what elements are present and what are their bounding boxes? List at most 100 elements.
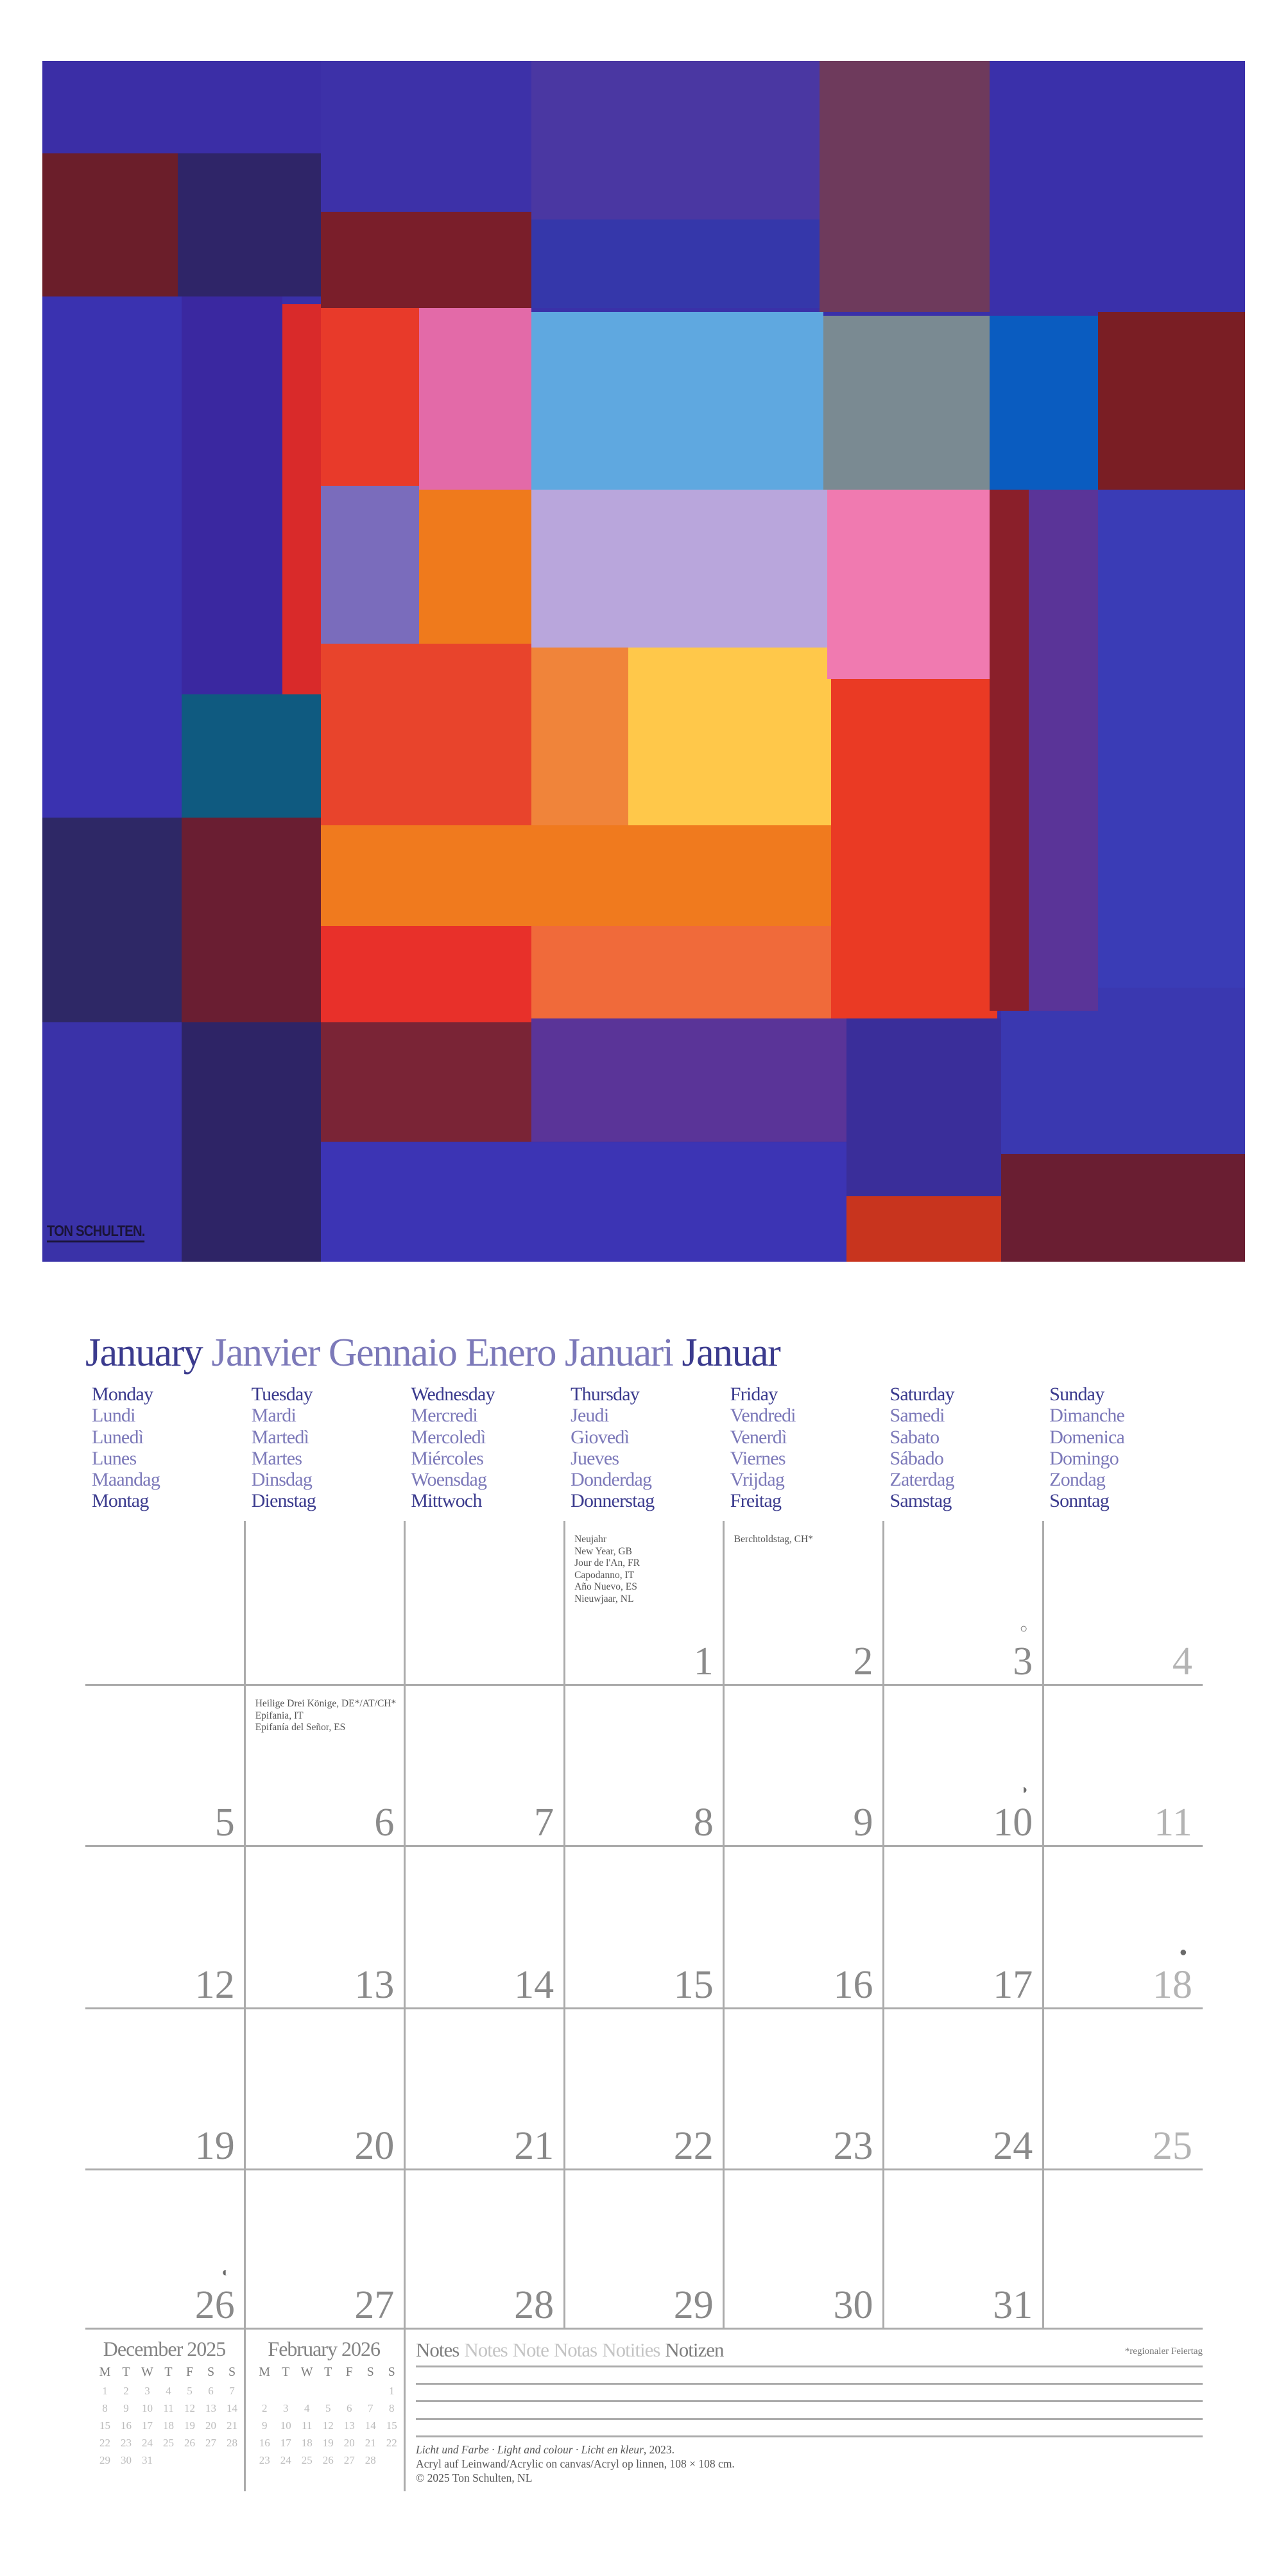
day-cell: ○ 3 <box>884 1521 1043 1684</box>
weekday-name: Domingo <box>1049 1447 1119 1469</box>
mini-date: 23 <box>121 2436 132 2449</box>
day-cell: 5 <box>85 1685 245 1845</box>
first-quarter-icon: ◑ <box>1020 1783 1028 1797</box>
mini-date: 4 <box>304 2401 310 2414</box>
weekday-name: Maandag <box>92 1469 160 1491</box>
weekday-name: Lunedì <box>92 1426 144 1448</box>
mini-date: 1 <box>102 2384 108 2397</box>
mini-calendar-week: 23 24 25 26 27 28 <box>254 2451 402 2469</box>
date-number: 29 <box>673 2283 714 2327</box>
weekday-name: Donnerstag <box>571 1490 655 1512</box>
mini-calendar: December 2025 M T W T F S S 1 2 3 4 5 6 7 8 9 10 11 12 13 14 1… <box>85 2336 243 2469</box>
paint-block <box>1001 987 1245 1154</box>
mini-date: 10 <box>280 2419 291 2432</box>
weekday-name: Dinsdag <box>251 1469 313 1491</box>
weekday-name: Zaterdag <box>889 1469 955 1491</box>
day-cell: Heilige Drei Könige, DE*/AT/CH* Epifania,… <box>245 1685 405 1845</box>
day-cell: 4 <box>1043 1521 1203 1684</box>
paint-block <box>1028 489 1098 1011</box>
holiday-name: Jour de l'An, FR <box>574 1558 640 1568</box>
holiday-name: Año Nuevo, ES <box>574 1581 637 1592</box>
notes-label: Notities <box>602 2339 660 2361</box>
weekday-initial: T <box>164 2364 173 2379</box>
weekday-initial: S <box>228 2364 236 2379</box>
date-number: 16 <box>833 1963 873 2007</box>
paint-block <box>320 925 531 1022</box>
grid-row-divider <box>85 1684 1203 1686</box>
weekday-name: Monday <box>92 1384 153 1405</box>
date-number: 8 <box>693 1801 714 1844</box>
mini-date: 13 <box>343 2419 355 2432</box>
day-cell: 21 <box>404 2009 564 2168</box>
mini-date: 2 <box>261 2401 268 2414</box>
date-number: 31 <box>993 2283 1033 2327</box>
day-cell: 19 <box>85 2009 245 2168</box>
holiday-list: Heilige Drei Könige, DE*/AT/CH* Epifania,… <box>255 1698 397 1734</box>
date-number: 30 <box>833 2283 873 2327</box>
grid-row-divider <box>85 2007 1203 2009</box>
paint-block <box>418 308 531 490</box>
grid-column-divider <box>723 1521 725 2328</box>
day-cell: ● 18 <box>1043 1846 1203 2007</box>
weekday-name: Dienstag <box>251 1490 316 1512</box>
paint-block <box>42 1022 182 1262</box>
paint-block <box>531 61 820 219</box>
paint-block <box>1098 312 1245 490</box>
day-cell: 25 <box>1043 2009 1203 2168</box>
mini-date <box>158 2451 179 2469</box>
date-number: 11 <box>1154 1801 1192 1844</box>
mini-date: 8 <box>388 2401 395 2414</box>
paint-block <box>42 153 178 296</box>
mini-date <box>200 2451 221 2469</box>
mini-date <box>318 2382 339 2400</box>
holiday-list: Neujahr New Year, GB Jour de l'An, FR Capod… <box>574 1534 640 1605</box>
date-number: 9 <box>853 1801 873 1844</box>
month-title: January Janvier Gennaio Enero Januari Januar <box>85 1330 789 1376</box>
day-cell: Neujahr New Year, GB Jour de l'An, FR Capod… <box>564 1521 724 1684</box>
mini-calendar-table: M T W T F S S 1 2 3 4 5 6 7 8 9 10 11 12 13 14 15 16 17 18 19 20 21… <box>94 2362 243 2469</box>
weekday-initial: W <box>300 2364 313 2379</box>
mini-date: 12 <box>322 2419 334 2432</box>
day-cell: 20 <box>245 2009 405 2168</box>
holiday-name: Neujahr <box>574 1534 607 1545</box>
mini-date: 4 <box>166 2384 171 2397</box>
date-number: 26 <box>194 2283 235 2327</box>
mini-date: 8 <box>102 2401 108 2414</box>
mini-date: 3 <box>144 2384 150 2397</box>
weekday-name: Sabato <box>889 1426 940 1448</box>
mini-calendar-week: 15 16 17 18 19 20 21 <box>94 2417 243 2434</box>
day-cell: 11 <box>1043 1685 1203 1845</box>
mini-date: 17 <box>142 2419 153 2432</box>
mini-date: 7 <box>367 2401 374 2414</box>
mini-date: 14 <box>365 2419 376 2432</box>
mini-date: 22 <box>99 2436 110 2449</box>
paint-block <box>846 1196 1002 1262</box>
mini-date: 25 <box>301 2453 313 2466</box>
mini-date: 27 <box>205 2436 216 2449</box>
notes-label: Note <box>512 2339 549 2361</box>
paint-block <box>823 316 990 490</box>
mini-date: 28 <box>365 2453 376 2466</box>
date-number: 3 <box>1013 1640 1033 1683</box>
paint-block <box>831 678 998 1018</box>
mini-date: 24 <box>280 2453 291 2466</box>
date-number: 24 <box>993 2124 1033 2168</box>
paint-block <box>990 61 1245 313</box>
weekday-name: Tuesday <box>251 1384 313 1405</box>
mini-calendar-week: 2 3 4 5 6 7 8 <box>254 2400 402 2417</box>
mini-date: 12 <box>184 2401 195 2414</box>
grid-row-divider <box>85 2168 1203 2170</box>
date-number: 27 <box>354 2283 395 2327</box>
mini-date: 22 <box>386 2436 397 2449</box>
grid-row-divider <box>85 1845 1203 1847</box>
artist-signature: TON SCHULTEN. <box>47 1223 146 1243</box>
weekday-name: Jueves <box>571 1447 619 1469</box>
weekday-name: Sábado <box>889 1447 944 1469</box>
weekday-name: Vrijdag <box>730 1469 785 1491</box>
day-cell: 14 <box>404 1846 564 2007</box>
calendar-artwork-painting: TON SCHULTEN. <box>42 61 1245 1262</box>
paint-block <box>274 304 321 694</box>
day-cell: 31 <box>884 2170 1043 2328</box>
mini-date: 18 <box>301 2436 313 2449</box>
